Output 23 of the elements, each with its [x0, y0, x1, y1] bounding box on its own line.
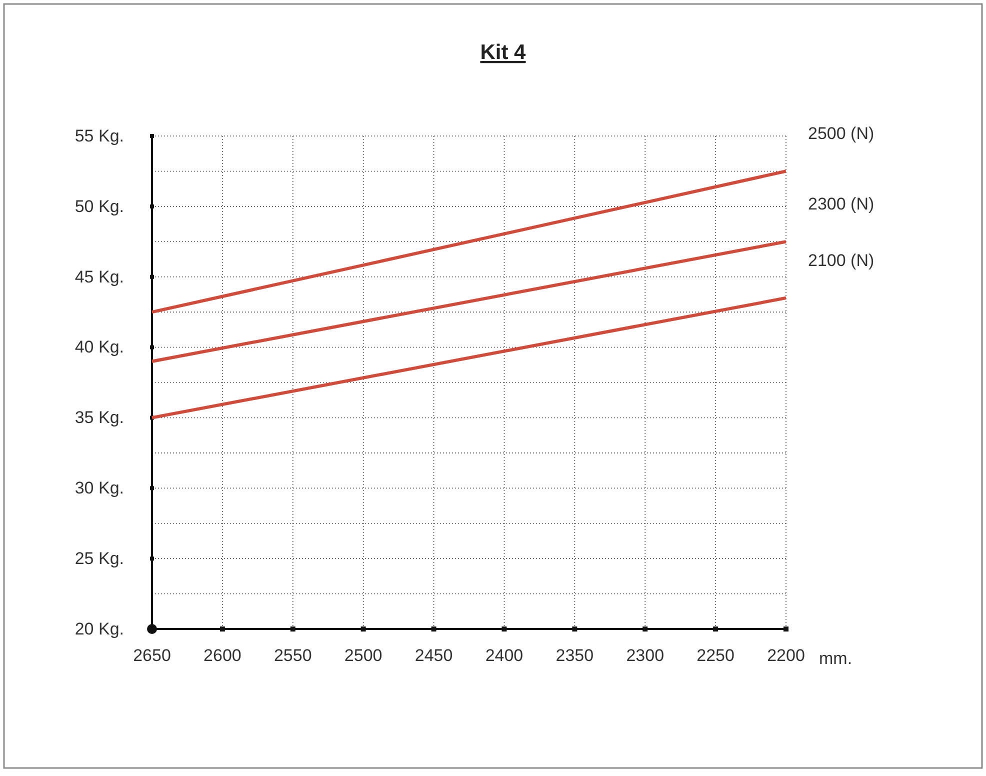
x-axis-title: mm. — [819, 649, 852, 668]
text: 2500 (N) — [808, 124, 874, 144]
x-tick-label: 2250 — [696, 646, 734, 666]
y-tick-label: 20 Kg. — [74, 619, 124, 638]
y-tick-label: 50 Kg. — [74, 196, 124, 216]
text: 2100 (N) — [808, 250, 874, 270]
x-tick-label: 2550 — [274, 646, 312, 666]
x-tick-label: 2300 — [626, 646, 664, 666]
chart-title: Kit 4 — [480, 41, 526, 64]
y-tick-label: 40 Kg. — [74, 338, 124, 357]
x-tick-label: 2350 — [556, 646, 594, 666]
x-tick-label: 2500 — [344, 646, 382, 666]
x-tick-label: 2650 — [133, 646, 171, 666]
y-tick-label: 55 Kg. — [74, 126, 124, 146]
y-tick-label: 25 Kg. — [74, 549, 124, 568]
y-tick-label: 45 Kg. — [74, 267, 124, 286]
text: 2300 (N) — [808, 194, 874, 214]
x-tick-label: 2400 — [485, 646, 524, 666]
y-tick-label: 30 Kg. — [74, 478, 124, 498]
x-tick-label: 2450 — [414, 646, 453, 666]
y-tick-label: 35 Kg. — [74, 408, 124, 428]
x-tick-label: 2600 — [204, 646, 242, 666]
x-tick-label: 2200 — [767, 646, 805, 666]
